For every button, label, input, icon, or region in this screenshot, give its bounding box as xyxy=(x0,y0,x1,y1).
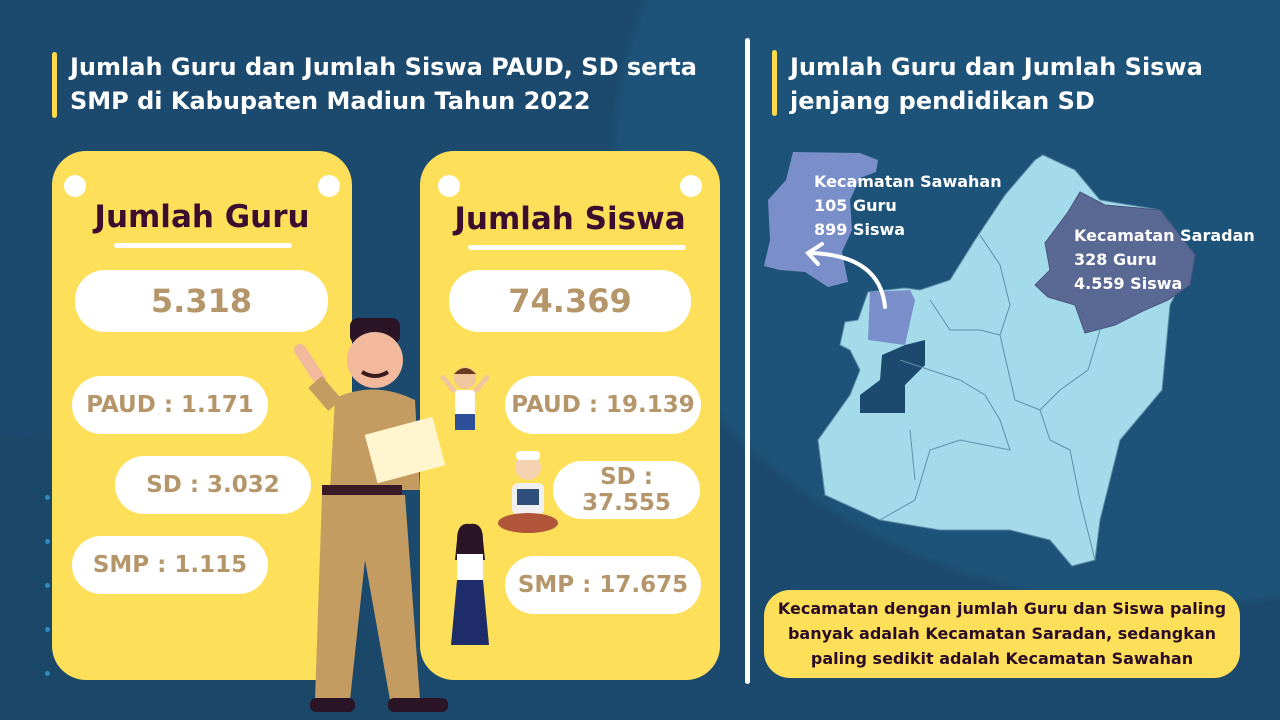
sawahan-guru: 105 Guru xyxy=(814,196,897,215)
title-accent-bar xyxy=(52,52,57,118)
right-title: Jumlah Guru dan Jumlah Siswa jenjang pen… xyxy=(790,53,1203,115)
card-hole xyxy=(438,175,460,197)
saradan-siswa: 4.559 Siswa xyxy=(1074,274,1183,293)
dot xyxy=(45,627,50,632)
siswa-sd: SD : 37.555 xyxy=(553,461,700,519)
underline xyxy=(468,245,686,250)
conclusion-note: Kecamatan dengan jumlah Guru dan Siswa p… xyxy=(764,590,1240,678)
guru-total: 5.318 xyxy=(75,270,328,332)
card-hole xyxy=(680,175,702,197)
teacher-illustration xyxy=(294,318,448,712)
dot xyxy=(45,495,50,500)
card-hole xyxy=(64,175,86,197)
card-hole xyxy=(318,175,340,197)
saradan-name: Kecamatan Saradan xyxy=(1074,226,1255,245)
guru-sd: SD : 3.032 xyxy=(115,456,311,514)
arrow-icon xyxy=(804,242,887,309)
guru-smp: SMP : 1.115 xyxy=(72,536,268,594)
underline xyxy=(114,243,292,248)
left-title: Jumlah Guru dan Jumlah Siswa PAUD, SD se… xyxy=(70,53,697,115)
map-borders xyxy=(879,234,1101,561)
dot xyxy=(45,671,50,676)
saradan-guru: 328 Guru xyxy=(1074,250,1157,269)
student-girl-illustration xyxy=(451,523,489,645)
sawahan-label: Kecamatan Sawahan 105 Guru 899 Siswa xyxy=(814,170,1002,242)
siswa-total: 74.369 xyxy=(449,270,691,332)
guru-card-title: Jumlah Guru xyxy=(94,199,310,235)
dot xyxy=(45,539,50,544)
title-accent-bar xyxy=(772,50,777,116)
siswa-smp: SMP : 17.675 xyxy=(505,556,701,614)
map-gap xyxy=(860,340,925,413)
sawahan-name: Kecamatan Sawahan xyxy=(814,172,1002,191)
map-region-saradan xyxy=(1034,191,1196,334)
divider xyxy=(745,38,750,684)
student-reading-illustration xyxy=(498,451,558,533)
siswa-card-title: Jumlah Siswa xyxy=(454,201,686,237)
madiun-map xyxy=(764,152,1196,567)
dot xyxy=(45,583,50,588)
map-region-sawahan xyxy=(764,152,915,345)
saradan-label: Kecamatan Saradan 328 Guru 4.559 Siswa xyxy=(1074,224,1255,296)
guru-paud: PAUD : 1.171 xyxy=(72,376,268,434)
sawahan-siswa: 899 Siswa xyxy=(814,220,906,239)
siswa-paud: PAUD : 19.139 xyxy=(505,376,701,434)
student-boy-illustration xyxy=(440,367,490,430)
